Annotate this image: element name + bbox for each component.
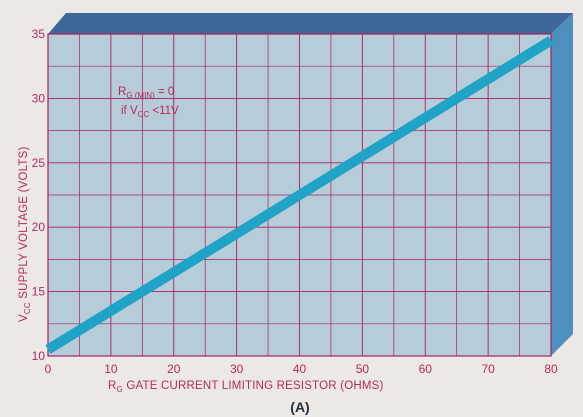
y-tick-label: 10 (32, 349, 46, 363)
y-tick-label: 35 (32, 27, 46, 41)
x-tick-label: 20 (167, 362, 181, 376)
y-tick-label: 20 (32, 220, 46, 234)
x-tick-label: 70 (481, 362, 495, 376)
annotation-line-1: RG (MIN) = 0 (118, 86, 174, 100)
box-side-face (551, 13, 573, 356)
x-tick-label: 60 (419, 362, 433, 376)
y-tick-labels: 10 15 20 25 30 35 (32, 27, 46, 363)
x-tick-label: 30 (230, 362, 244, 376)
x-tick-label: 50 (356, 362, 370, 376)
y-axis-title: VCC SUPPLY VOLTAGE (VOLTS) (18, 147, 32, 322)
plot-border (47, 33, 552, 357)
y-tick-label: 30 (32, 91, 46, 105)
figure-caption: (A) (290, 399, 309, 415)
annotation-line-2: if VCC <11V (121, 105, 179, 119)
gridlines (48, 34, 551, 356)
y-tick-label: 15 (32, 285, 46, 299)
x-tick-label: 0 (45, 362, 52, 376)
series-line (45, 36, 554, 354)
x-tick-labels: 0 10 20 30 40 50 60 70 80 (45, 362, 558, 376)
x-tick-label: 10 (104, 362, 118, 376)
y-tick-label: 25 (32, 156, 46, 170)
x-axis-title: RG GATE CURRENT LIMITING RESISTOR (OHMS) (108, 380, 384, 394)
x-tick-label: 40 (293, 362, 307, 376)
x-tick-label: 80 (544, 362, 558, 376)
box-top-face (48, 13, 573, 34)
